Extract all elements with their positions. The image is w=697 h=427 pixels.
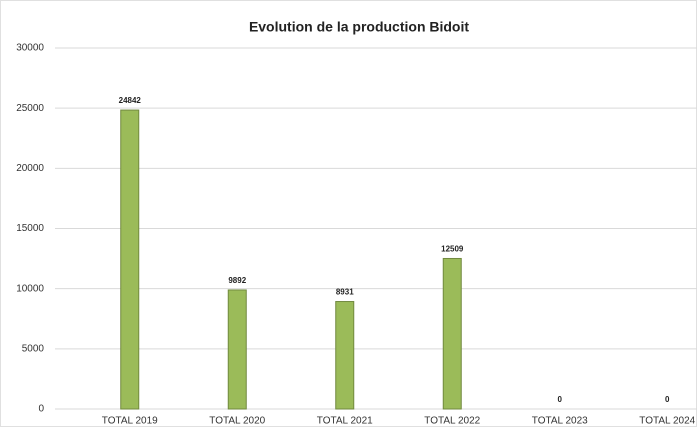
x-tick-label: TOTAL 2020: [209, 416, 265, 427]
data-label: 0: [665, 395, 670, 404]
y-tick-label: 15000: [16, 223, 44, 234]
x-tick-label: TOTAL 2022: [424, 416, 480, 427]
data-label: 24842: [119, 96, 142, 105]
data-label: 8931: [336, 288, 354, 297]
bar: [227, 289, 247, 410]
y-tick-label: 5000: [22, 343, 45, 354]
x-tick-label: TOTAL 2024: [639, 416, 695, 427]
y-tick-label: 30000: [16, 43, 44, 54]
y-tick-label: 10000: [16, 283, 44, 294]
y-tick-label: 0: [38, 404, 44, 415]
bar: [442, 257, 462, 410]
bar: [120, 109, 140, 410]
x-tick-label: TOTAL 2019: [102, 416, 158, 427]
chart-title: Evolution de la production Bidoit: [249, 19, 469, 35]
data-label: 9892: [228, 276, 246, 285]
bar: [335, 301, 355, 410]
data-label: 12509: [441, 245, 464, 254]
data-label: 0: [558, 395, 563, 404]
y-tick-label: 25000: [16, 103, 44, 114]
x-tick-label: TOTAL 2023: [532, 416, 588, 427]
y-tick-label: 20000: [16, 163, 44, 174]
x-tick-label: TOTAL 2021: [317, 416, 373, 427]
